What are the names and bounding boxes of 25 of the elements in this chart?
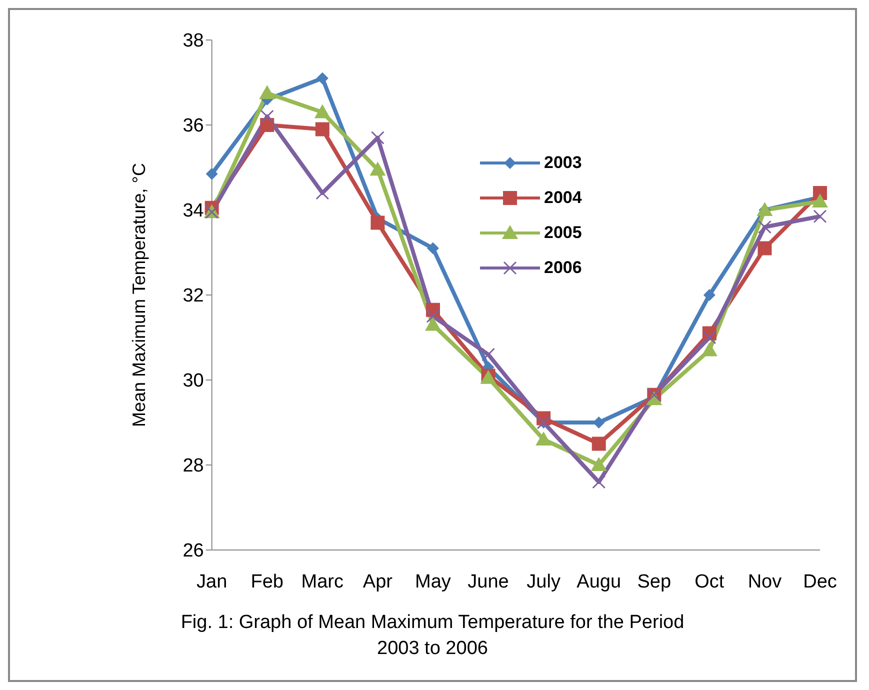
x-tick-label: Oct	[694, 571, 725, 592]
y-tick-label: 38	[182, 30, 204, 52]
y-tick-label: 34	[182, 200, 204, 222]
y-tick-label: 26	[182, 540, 204, 562]
x-tick-label: Sep	[637, 571, 672, 592]
x-tick-label: Apr	[362, 571, 394, 592]
x-tick-label: Marc	[301, 571, 344, 592]
x-tick-label: July	[526, 571, 561, 592]
x-tick-label: Augu	[576, 571, 622, 592]
y-tick-label: 36	[182, 116, 204, 137]
legend-label: 2006	[544, 258, 582, 278]
y-tick-label: 28	[182, 456, 204, 477]
legend-label: 2004	[544, 188, 582, 208]
x-tick-label: Jan	[196, 571, 228, 592]
x-tick-label: Dec	[803, 571, 837, 592]
x-tick-label: Feb	[250, 571, 284, 592]
y-axis-title: Mean Maximum Temperature, °C	[129, 163, 150, 427]
y-tick-label: 30	[182, 370, 204, 392]
x-tick-label: June	[468, 571, 509, 592]
x-tick-label: Nov	[748, 571, 782, 592]
caption: Fig. 1: Graph of Mean Maximum Temperature for the Period 2003 to 2006	[180, 611, 686, 661]
legend-label: 2005	[544, 222, 582, 242]
y-tick-label: 32	[182, 286, 204, 307]
x-tick-label: May	[415, 571, 452, 592]
legend-label: 2003	[544, 152, 582, 172]
